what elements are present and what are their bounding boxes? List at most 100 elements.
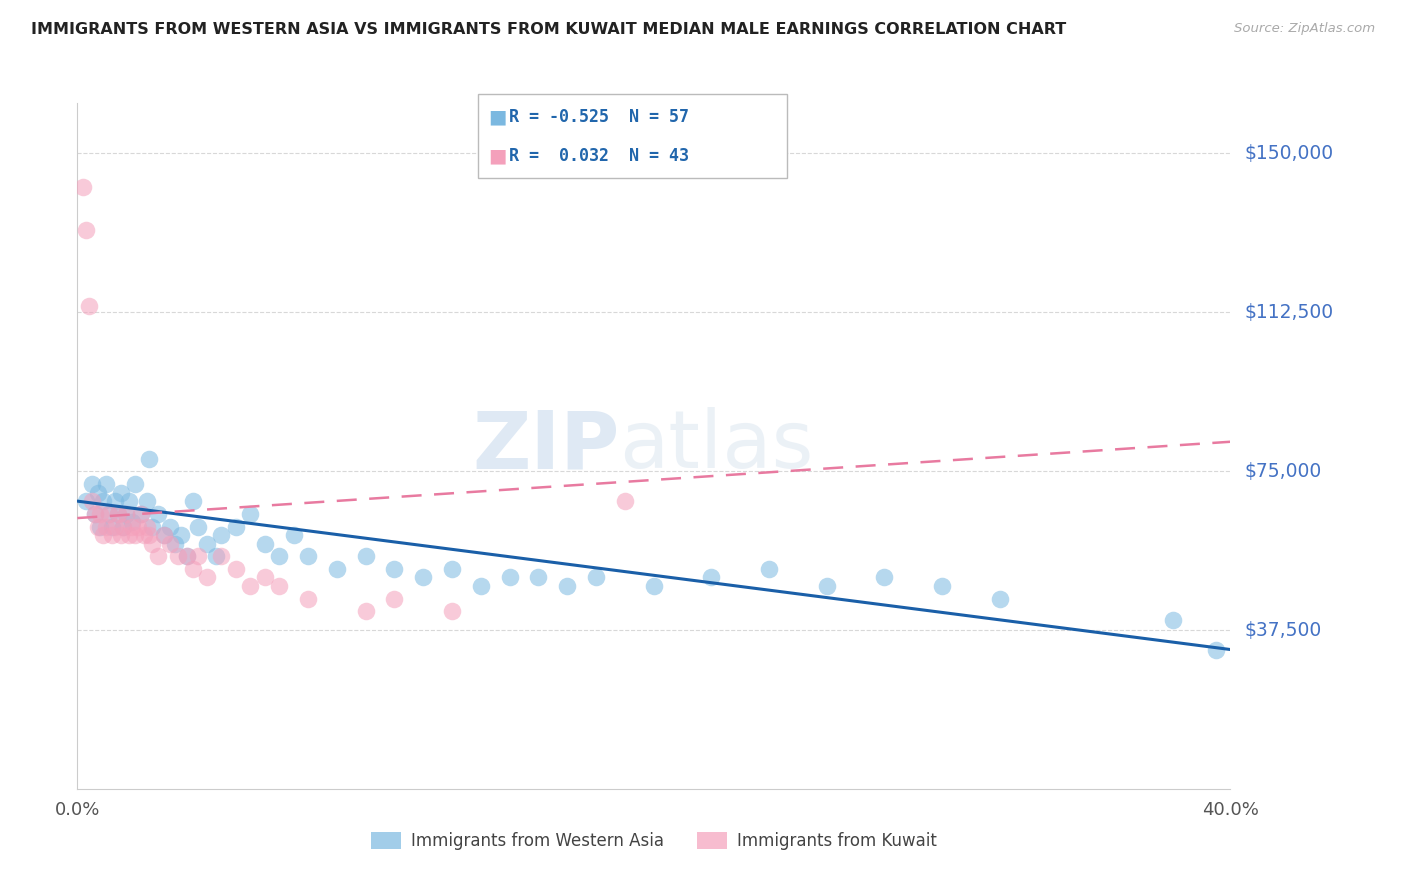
Point [195, 536, 218, 550]
Point [89, 519, 111, 533]
Point [354, 604, 377, 618]
Point [170, 528, 193, 542]
Text: Source: ZipAtlas.com: Source: ZipAtlas.com [1234, 22, 1375, 36]
Point [1205, 642, 1227, 657]
Point [104, 494, 127, 508]
Text: R =  0.032  N = 43: R = 0.032 N = 43 [509, 146, 689, 164]
Point [225, 562, 247, 576]
Point [83, 507, 105, 521]
Point [382, 562, 406, 576]
Point [253, 536, 276, 550]
Point [101, 528, 124, 542]
Point [585, 570, 607, 584]
Point [110, 528, 132, 542]
Point [297, 549, 319, 564]
Point [107, 507, 129, 521]
Point [124, 528, 146, 542]
Point [135, 519, 157, 533]
Text: $37,500: $37,500 [1244, 621, 1322, 640]
Point [325, 562, 349, 576]
Point [83, 507, 105, 521]
Point [153, 528, 174, 542]
Point [91, 528, 114, 542]
Point [86, 519, 108, 533]
Point [159, 519, 181, 533]
Text: ZIP: ZIP [472, 407, 619, 485]
Point [115, 507, 138, 521]
Point [129, 507, 152, 521]
Point [132, 528, 155, 542]
Point [121, 519, 143, 533]
Point [181, 562, 204, 576]
Point [470, 579, 492, 593]
Point [104, 519, 127, 533]
Point [121, 516, 143, 530]
Point [75, 494, 97, 508]
Point [412, 570, 434, 584]
Point [931, 579, 953, 593]
Point [187, 519, 209, 533]
Point [98, 507, 121, 521]
Point [72, 180, 94, 194]
Point [211, 528, 233, 542]
Point [135, 494, 157, 508]
Point [700, 570, 723, 584]
Point [77, 299, 100, 313]
Point [225, 519, 247, 533]
Point [527, 570, 550, 584]
Point [239, 579, 262, 593]
Point [107, 507, 129, 521]
Text: IMMIGRANTS FROM WESTERN ASIA VS IMMIGRANTS FROM KUWAIT MEDIAN MALE EARNINGS CORR: IMMIGRANTS FROM WESTERN ASIA VS IMMIGRAN… [31, 22, 1066, 37]
Point [153, 528, 174, 542]
Point [873, 570, 896, 584]
Point [211, 549, 233, 564]
Point [80, 477, 103, 491]
Point [557, 579, 579, 593]
Point [441, 604, 464, 618]
Text: ■: ■ [488, 146, 506, 165]
Point [80, 494, 103, 508]
Point [138, 451, 160, 466]
Point [141, 519, 163, 533]
Point [643, 579, 665, 593]
Point [86, 485, 108, 500]
Point [176, 549, 198, 564]
Text: $75,000: $75,000 [1244, 462, 1322, 481]
Point [239, 507, 262, 521]
Point [91, 494, 114, 508]
Point [267, 549, 291, 564]
Point [167, 549, 190, 564]
Point [1161, 613, 1184, 627]
Point [187, 549, 209, 564]
Text: ■: ■ [488, 107, 506, 126]
Point [988, 591, 1011, 606]
Point [98, 507, 121, 521]
Point [815, 579, 838, 593]
Text: $112,500: $112,500 [1244, 303, 1333, 322]
Point [146, 549, 169, 564]
Point [110, 485, 132, 500]
Point [141, 536, 163, 550]
Point [354, 549, 377, 564]
Point [181, 494, 204, 508]
Point [382, 591, 406, 606]
Point [146, 507, 169, 521]
Point [204, 549, 226, 564]
Point [112, 519, 135, 533]
Point [176, 549, 198, 564]
Point [96, 477, 118, 491]
Point [253, 570, 276, 584]
Point [499, 570, 522, 584]
Text: $150,000: $150,000 [1244, 144, 1333, 163]
Point [96, 519, 118, 533]
Text: atlas: atlas [619, 407, 814, 485]
Point [101, 519, 124, 533]
Point [614, 494, 637, 508]
Point [195, 570, 218, 584]
Point [118, 528, 141, 542]
Text: R = -0.525  N = 57: R = -0.525 N = 57 [509, 108, 689, 126]
Point [267, 579, 291, 593]
Point [165, 536, 187, 550]
Point [75, 223, 97, 237]
Point [758, 562, 780, 576]
